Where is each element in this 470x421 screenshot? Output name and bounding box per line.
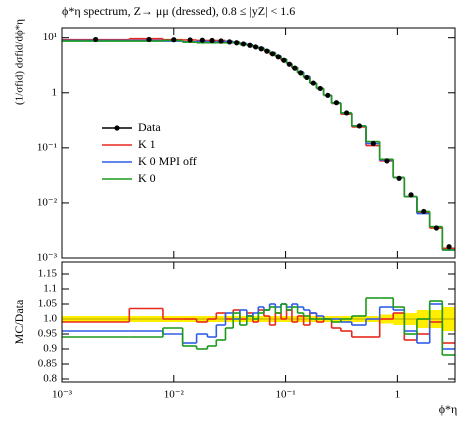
y-tick-label: 0.95 (38, 328, 58, 340)
data-point (408, 192, 414, 198)
y-tick-label: 0.85 (38, 358, 58, 370)
data-point (218, 38, 224, 44)
data-point (146, 36, 152, 43)
x-tick-label: 1 (395, 389, 401, 401)
legend-marker (114, 125, 120, 131)
data-point (370, 140, 376, 147)
plot-frame (61, 261, 456, 383)
x-axis-label: ϕ*η (439, 402, 458, 416)
data-point (264, 48, 270, 54)
y-tick-label: 1.15 (38, 268, 58, 280)
data-point (304, 74, 310, 81)
data-point (333, 100, 340, 106)
data-point (269, 51, 276, 57)
data-point (325, 92, 331, 98)
histogram-riser (162, 40, 444, 250)
data-point (275, 54, 281, 60)
y-tick-label: 10⁻³ (37, 252, 58, 264)
data-point (171, 37, 177, 43)
y-tick-label: 10⁻² (37, 196, 58, 208)
data-point (344, 110, 350, 116)
data-point (281, 57, 287, 63)
x-tick-label: 10⁻³ (52, 389, 73, 401)
y-tick-label: 1.0 (43, 313, 57, 325)
data-point (292, 65, 298, 71)
legend-label: K 1 (138, 137, 156, 151)
y-tick-label: 0.8 (43, 373, 57, 385)
data-point (247, 42, 253, 48)
legend-label: K 0 MPI off (138, 154, 197, 168)
y-tick-label: 1 (52, 86, 58, 98)
data-point (234, 40, 240, 46)
y-axis-label: (1/σfid) dσfid/dϕ*η (14, 19, 26, 105)
data-point (286, 61, 292, 67)
histogram-riser (128, 38, 444, 249)
y-tick-label: 10¹ (43, 31, 57, 43)
plot-frame (61, 27, 456, 259)
data-point (298, 70, 304, 76)
data-point (226, 39, 233, 45)
data-point (421, 208, 427, 215)
histogram-riser (162, 40, 444, 250)
data-point (384, 158, 390, 164)
data-point (187, 37, 193, 43)
legend-label: Data (138, 120, 161, 134)
x-tick-label: 10⁻¹ (276, 389, 296, 401)
data-point (258, 46, 264, 52)
data-point (396, 175, 402, 181)
y-tick-label: 1.1 (43, 283, 57, 295)
data-point (446, 244, 452, 250)
data-point (253, 44, 259, 50)
legend-label: K 0 (138, 171, 156, 185)
data-point (93, 36, 99, 43)
data-point (240, 41, 247, 47)
y-tick-label: 10⁻¹ (37, 141, 57, 153)
data-point (310, 80, 316, 86)
data-point (356, 123, 363, 129)
y-tick-label: 0.9 (43, 343, 57, 355)
chart-title: ϕ*η spectrum, Z→ μμ (dressed), 0.8 ≤ |yZ… (62, 4, 295, 18)
data-point (209, 37, 215, 44)
ratio-y-axis-label: MC/Data (12, 299, 26, 344)
data-point (433, 225, 440, 231)
data-point (317, 85, 323, 92)
y-tick-label: 1.05 (38, 298, 58, 310)
x-tick-label: 10⁻² (164, 389, 185, 401)
data-point (199, 37, 205, 43)
